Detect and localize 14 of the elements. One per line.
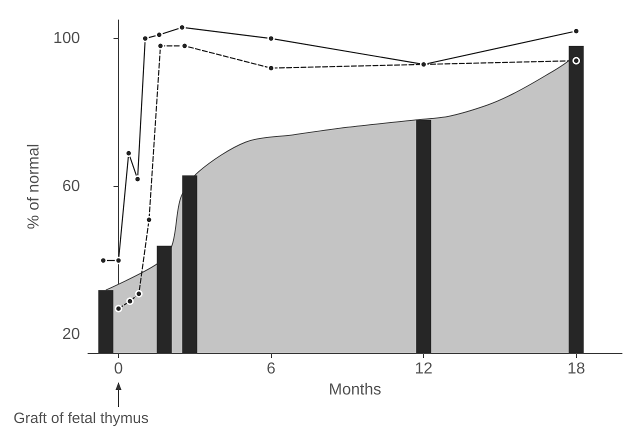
point: [572, 56, 580, 64]
y-tick-label: 20: [62, 326, 80, 343]
y-tick-label: 100: [53, 30, 80, 47]
x-tick-label: 12: [414, 360, 433, 378]
y-axis-title: % of normal: [26, 144, 42, 230]
text: Graft of fetal thymus: [14, 410, 149, 427]
x-tick-label: 6: [266, 360, 276, 378]
point: [114, 304, 122, 312]
point: [126, 297, 134, 305]
x-tick-label: 0: [114, 360, 124, 378]
point: [135, 290, 143, 298]
x-tick-label: 18: [567, 360, 586, 378]
x-axis-title: Months: [328, 381, 382, 398]
y-tick-label: 60: [62, 178, 80, 195]
